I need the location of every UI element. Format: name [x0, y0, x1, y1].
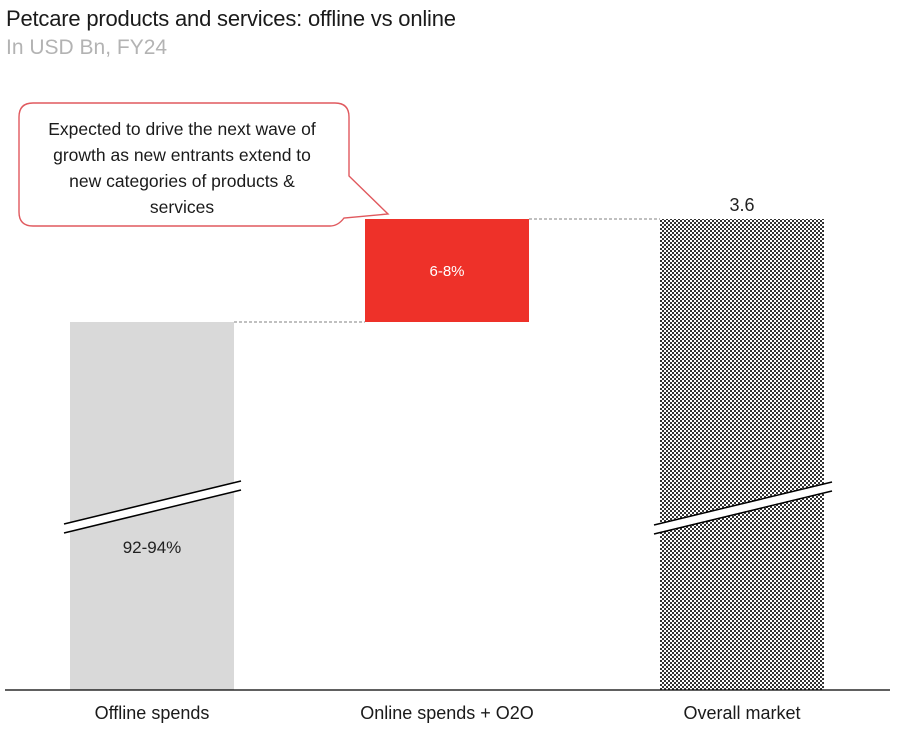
- chart-title: Petcare products and services: offline v…: [6, 6, 456, 31]
- axis-break-line: [63, 489, 242, 534]
- tick-label-overall-market: Overall market: [683, 703, 800, 723]
- callout-shape: [18, 102, 390, 227]
- callout-line: new categories of products &: [69, 171, 295, 191]
- callout-line: growth as new entrants extend to: [53, 145, 311, 165]
- tick-labels-layer: Offline spends Online spends + O2O Overall…: [95, 703, 801, 723]
- axis-break-line: [653, 490, 833, 535]
- bars-layer: [70, 219, 824, 690]
- axis-break-mark: [63, 480, 242, 534]
- callout-line: Expected to drive the next wave of: [48, 119, 316, 139]
- tick-label-offline-spends: Offline spends: [95, 703, 210, 723]
- connectors-layer: [234, 218, 660, 323]
- bar-online-spends-o2o: [365, 219, 529, 322]
- callout-text: Expected to drive the next wave of growth…: [48, 119, 316, 217]
- bar-overall-market: [660, 219, 824, 690]
- axis-break-gap: [64, 481, 241, 533]
- axis-break-mark: [653, 481, 833, 535]
- data-labels-layer: 92-94% 6-8% 3.6: [123, 195, 755, 557]
- axis-break-line: [653, 481, 833, 526]
- data-label-overall: 3.6: [729, 195, 754, 215]
- tick-label-online-spends-o2o: Online spends + O2O: [360, 703, 534, 723]
- chart-subtitle: In USD Bn, FY24: [6, 36, 168, 59]
- axis-break-line: [63, 480, 242, 525]
- axis-breaks-layer: [63, 480, 833, 535]
- axis-break-gap: [654, 482, 832, 534]
- data-label-online: 6-8%: [429, 263, 464, 280]
- callout-line: services: [150, 197, 214, 217]
- data-label-offline: 92-94%: [123, 538, 182, 557]
- callout-bubble: Expected to drive the next wave of growth…: [18, 102, 390, 227]
